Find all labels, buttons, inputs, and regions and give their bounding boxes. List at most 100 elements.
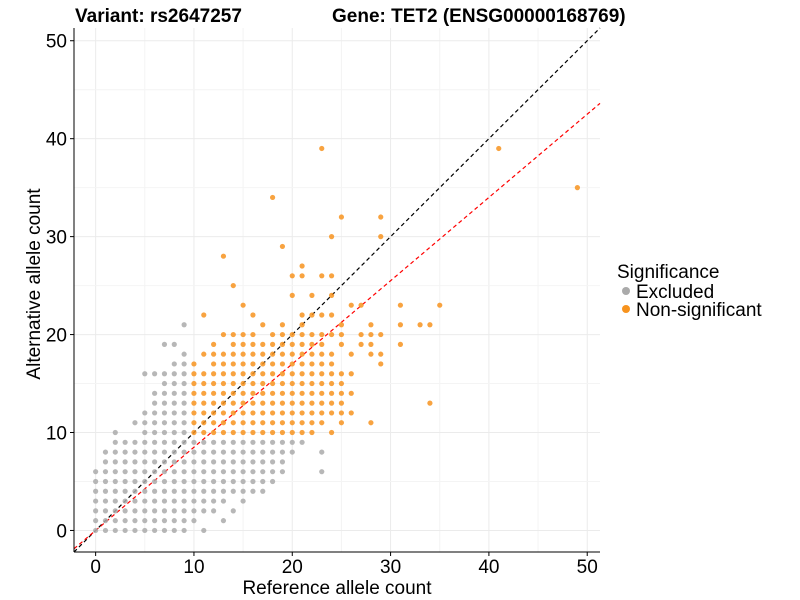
data-point (191, 361, 197, 367)
data-point (142, 371, 148, 377)
data-point (93, 498, 99, 504)
data-point (220, 371, 227, 377)
data-point (289, 273, 295, 279)
data-point (260, 390, 266, 396)
data-point (299, 380, 305, 387)
data-point (181, 410, 187, 416)
data-point (368, 420, 374, 426)
data-point (152, 449, 158, 455)
data-point (191, 371, 197, 377)
data-point (260, 410, 266, 416)
x-axis-title: Reference allele count (242, 578, 432, 599)
data-point (142, 429, 148, 436)
data-point (201, 390, 207, 396)
data-point (211, 488, 217, 494)
data-point (132, 518, 138, 524)
data-point (152, 410, 158, 416)
data-point (161, 420, 168, 426)
data-point (358, 331, 364, 338)
data-point (279, 459, 286, 465)
data-point (250, 420, 256, 426)
data-point (260, 351, 266, 357)
data-point (319, 469, 325, 475)
data-point (181, 420, 187, 426)
data-point (171, 498, 177, 504)
y-tick-label: 50 (46, 32, 67, 53)
data-point (289, 420, 295, 426)
x-tick-label: 30 (380, 557, 401, 578)
data-point (93, 518, 99, 524)
data-point (358, 302, 364, 308)
data-point (93, 488, 99, 494)
legend-title: Significance (617, 262, 719, 283)
data-point (299, 312, 305, 318)
data-point (309, 429, 315, 436)
data-point (152, 429, 158, 436)
data-point (319, 273, 325, 279)
data-point (191, 498, 197, 504)
data-point (211, 341, 217, 347)
data-point (319, 420, 325, 426)
data-point (152, 478, 158, 485)
data-point (348, 371, 354, 377)
data-point (289, 390, 295, 396)
data-point (191, 488, 197, 494)
data-point (289, 380, 295, 387)
data-point (132, 420, 138, 426)
data-point (122, 439, 128, 445)
data-point (328, 273, 335, 279)
data-point (211, 420, 217, 426)
data-point (270, 449, 276, 455)
data-point (230, 508, 236, 514)
data-point (348, 351, 354, 357)
data-point (142, 488, 148, 494)
data-point (161, 449, 168, 455)
data-point (171, 488, 177, 494)
data-point (191, 439, 197, 445)
y-tick-label: 20 (46, 326, 67, 347)
data-point (171, 527, 177, 534)
data-point (171, 361, 177, 367)
data-point (328, 234, 335, 240)
data-point (299, 361, 305, 367)
data-point (378, 214, 384, 220)
y-tick-label: 10 (46, 424, 67, 445)
data-point (181, 429, 187, 436)
data-point (270, 351, 276, 357)
data-point (152, 527, 158, 534)
data-point (250, 390, 256, 396)
data-point (122, 478, 128, 485)
data-point (102, 488, 109, 494)
data-point (378, 361, 384, 367)
data-point (289, 410, 295, 416)
data-point (201, 498, 207, 504)
data-point (240, 371, 246, 377)
data-point (112, 488, 118, 494)
data-point (279, 410, 286, 416)
data-point (289, 341, 295, 347)
data-point (230, 341, 236, 347)
data-point (181, 488, 187, 494)
data-point (319, 351, 325, 357)
data-point (112, 429, 118, 436)
data-point (309, 292, 315, 298)
data-point (230, 439, 236, 445)
data-point (319, 410, 325, 416)
data-point (270, 371, 276, 377)
legend-key-excluded (622, 287, 630, 295)
data-point (201, 371, 207, 377)
data-point (299, 341, 305, 347)
data-point (211, 449, 217, 455)
data-point (270, 410, 276, 416)
data-point (437, 302, 443, 308)
data-point (152, 439, 158, 445)
data-point (240, 420, 246, 426)
data-point (319, 331, 325, 338)
data-point (152, 508, 158, 514)
x-tick-label: 40 (478, 557, 499, 578)
data-point (211, 361, 217, 367)
data-point (309, 351, 315, 357)
data-point (299, 390, 305, 396)
data-point (161, 400, 168, 406)
